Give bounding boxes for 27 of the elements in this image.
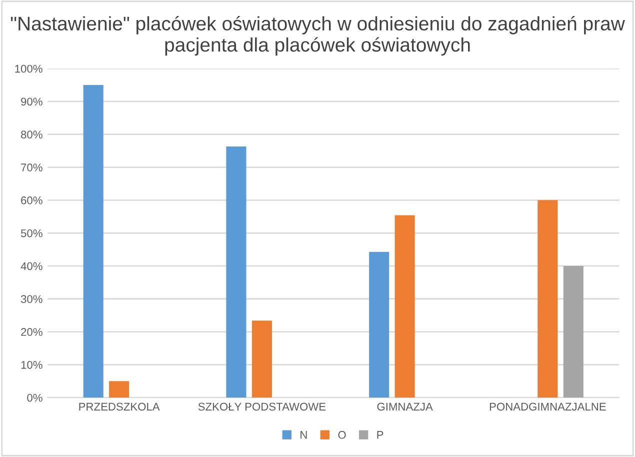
bar	[83, 85, 104, 398]
y-tick-label: 20%	[21, 328, 42, 336]
x-tick-label: PRZEDSZKOLA	[79, 402, 160, 411]
y-tick-label: 40%	[20, 262, 42, 270]
bar	[369, 252, 390, 398]
y-tick-label: 80%	[21, 130, 42, 138]
x-tick-label: SZKOŁY PODSTAWOWE	[198, 402, 326, 411]
y-tick-label: 90%	[21, 98, 42, 106]
legend-label: O	[338, 430, 346, 439]
y-tick-label: 30%	[20, 295, 42, 304]
y-tick-label: 50%	[20, 229, 42, 238]
y-tick-label: 0%	[27, 394, 42, 402]
x-tick-label: PONADGIMNAZJALNE	[490, 402, 606, 411]
y-tick-label: 100%	[15, 64, 42, 73]
legend-label: N	[300, 431, 307, 439]
bar	[226, 146, 246, 398]
bar	[563, 266, 584, 398]
legend-label: P	[377, 431, 384, 439]
y-tick-label: 10%	[21, 360, 42, 369]
y-tick-label: 70%	[21, 164, 42, 172]
y-tick-label: 60%	[21, 196, 42, 204]
bar	[538, 200, 558, 398]
bar	[252, 320, 272, 398]
chart-title: "Nastawienie" placówek oświatowych w odniesieniu do zagadnień praw pacjenta dla placówek oświatowych	[10, 16, 625, 56]
bar	[109, 381, 130, 398]
bar	[394, 215, 415, 398]
x-tick-label: GIMNAZJA	[377, 402, 433, 411]
